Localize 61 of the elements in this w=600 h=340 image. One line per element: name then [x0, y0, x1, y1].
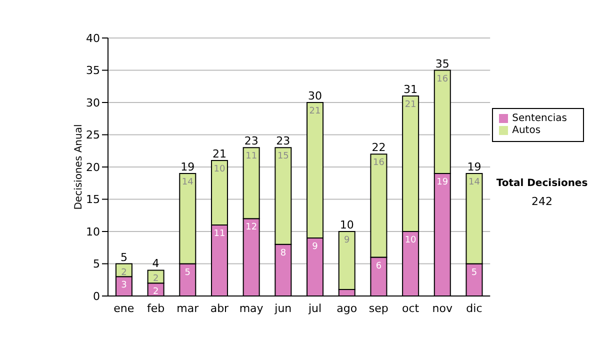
- y-tick-label: 25: [86, 128, 100, 142]
- y-tick-label: 40: [86, 32, 100, 45]
- data-label: 2: [152, 274, 159, 284]
- y-tick-label: 10: [86, 225, 100, 238]
- text: 242: [530, 195, 554, 208]
- x-tick-label: feb: [146, 302, 165, 315]
- x-tick-label: ago: [336, 302, 358, 315]
- data-label: 10: [214, 164, 226, 175]
- x-tick-label: oct: [402, 302, 420, 315]
- x-tick-label: abr: [210, 302, 230, 315]
- total-label: 35: [435, 57, 450, 70]
- data-label: 3: [121, 280, 127, 291]
- total-label: 30: [308, 90, 322, 102]
- y-axis-title: Decisiones Anual: [74, 124, 85, 210]
- data-label: 14: [182, 177, 194, 188]
- x-tick-label: ene: [114, 302, 134, 315]
- data-label: 14: [468, 177, 480, 188]
- total-label: 10: [340, 218, 354, 232]
- data-label: 16: [372, 158, 385, 168]
- x-tick-label: may: [239, 302, 264, 315]
- total-label: 23: [276, 134, 290, 148]
- data-label: 21: [404, 100, 416, 110]
- legend-label: Autos: [512, 125, 541, 136]
- y-tick-label: 35: [86, 64, 100, 78]
- data-label: 21: [309, 106, 321, 116]
- total-label: 19: [467, 160, 482, 174]
- data-label: 2: [152, 287, 159, 298]
- data-label: 15: [277, 152, 289, 162]
- total-label: 19: [180, 160, 195, 174]
- x-tick-label: sep: [368, 302, 388, 315]
- data-label: 10: [404, 236, 417, 246]
- x-tick-label: nov: [432, 302, 453, 315]
- total-label: 4: [152, 257, 160, 270]
- total-label: 5: [120, 250, 128, 264]
- x-tick-label: mar: [176, 302, 200, 315]
- text: Total Decisiones: [495, 178, 589, 189]
- data-label: 6: [376, 261, 382, 272]
- data-label: 9: [344, 236, 350, 246]
- data-label: 5: [184, 268, 191, 278]
- total-label: 31: [404, 83, 418, 96]
- y-tick-label: 5: [93, 258, 100, 271]
- total-label: 23: [244, 134, 258, 148]
- y-tick-label: 20: [86, 160, 100, 174]
- total-label: 21: [212, 148, 226, 161]
- total-label: 22: [372, 141, 386, 154]
- data-label: 11: [246, 152, 258, 162]
- x-tick-label: jun: [274, 302, 292, 315]
- y-tick-label: 30: [86, 96, 100, 110]
- data-label: 2: [121, 268, 127, 278]
- data-label: 9: [312, 242, 318, 252]
- data-label: 16: [436, 74, 448, 84]
- data-label: 11: [214, 229, 226, 240]
- data-label: 19: [436, 177, 448, 188]
- data-label: 12: [246, 222, 258, 233]
- x-tick-label: dic: [466, 302, 482, 315]
- legend-label: Sentencias: [512, 113, 567, 124]
- y-tick-label: 0: [93, 290, 100, 303]
- data-label: 5: [471, 268, 478, 278]
- x-tick-label: jul: [307, 302, 322, 315]
- data-label: 8: [280, 248, 286, 258]
- y-tick-label: 15: [86, 193, 100, 206]
